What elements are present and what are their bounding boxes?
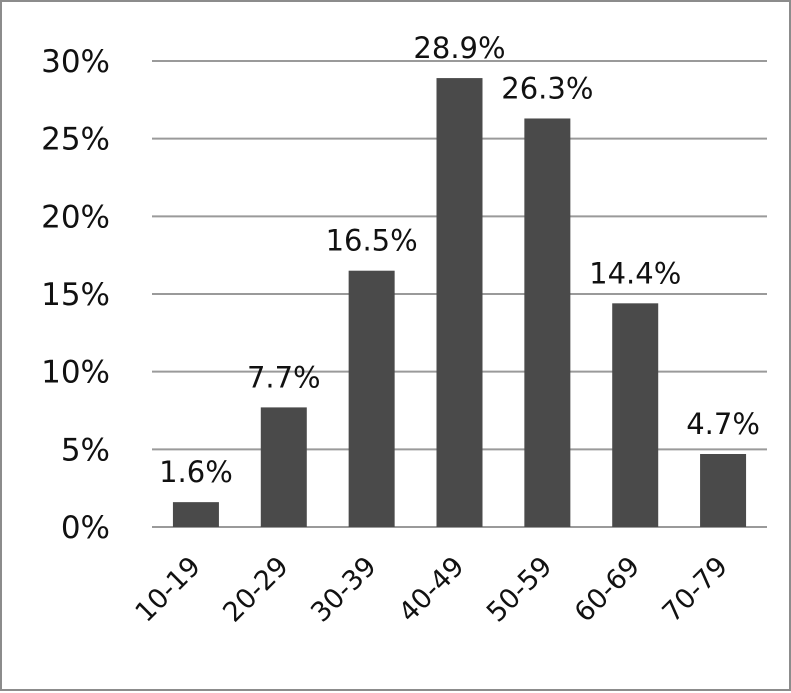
data-label: 28.9% — [413, 31, 505, 65]
bar-40-49 — [436, 78, 483, 527]
y-tick-label: 10% — [41, 355, 110, 391]
bar-30-39 — [348, 270, 395, 527]
y-tick-label: 25% — [41, 122, 110, 158]
data-label: 4.7% — [686, 407, 760, 441]
bar-70-79 — [700, 453, 747, 527]
x-tick-label: 70-79 — [657, 551, 734, 628]
x-tick-label: 40-49 — [393, 551, 470, 628]
data-label: 1.6% — [159, 455, 233, 489]
x-tick-label: 50-59 — [481, 551, 558, 628]
data-label: 14.4% — [589, 256, 681, 290]
x-tick-label: 20-29 — [217, 551, 294, 628]
bar-10-19 — [172, 502, 219, 527]
x-tick-label: 10-19 — [129, 551, 206, 628]
x-axis: 10-19 20-29 30-39 40-49 50-59 60-69 70-79 — [129, 551, 734, 628]
data-label: 7.7% — [247, 360, 321, 394]
x-tick-label: 30-39 — [305, 551, 382, 628]
data-labels: 1.6% 7.7% 16.5% 28.9% 26.3% 14.4% 4.7% — [159, 31, 760, 489]
bar-60-69 — [612, 303, 659, 527]
y-tick-label: 20% — [41, 199, 110, 235]
bar-20-29 — [260, 407, 307, 527]
y-tick-label: 0% — [61, 510, 110, 546]
x-tick-label: 60-69 — [569, 551, 646, 628]
bar-50-59 — [524, 118, 571, 528]
data-label: 16.5% — [326, 224, 418, 258]
y-tick-label: 5% — [61, 432, 110, 468]
y-tick-label: 30% — [41, 44, 110, 80]
y-axis: 0% 5% 10% 15% 20% 25% 30% — [41, 44, 110, 546]
bars — [172, 78, 747, 528]
y-tick-label: 15% — [41, 277, 110, 313]
data-label: 26.3% — [501, 71, 593, 105]
